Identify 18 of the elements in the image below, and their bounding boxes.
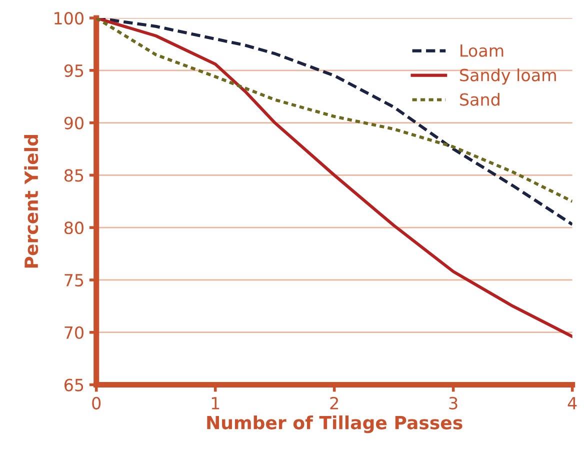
- x-axis-title: Number of Tillage Passes: [207, 415, 462, 434]
- legend-label: Sand: [460, 92, 500, 106]
- y-tick-label: 85: [64, 169, 84, 182]
- y-tick-label: 70: [64, 326, 84, 339]
- x-tick-label: 3: [449, 396, 458, 410]
- y-axis-title: Percent Yield: [24, 135, 38, 268]
- x-tick-label: 2: [330, 396, 338, 410]
- x-tick-label: 1: [212, 397, 220, 410]
- y-tick-label: 75: [64, 274, 84, 287]
- legend-label: Sandy loam: [460, 68, 556, 85]
- y-tick-label: 65: [64, 378, 84, 392]
- x-tick-label: 0: [92, 396, 101, 410]
- x-tick-label: 4: [568, 397, 577, 410]
- y-tick-label: 95: [64, 64, 84, 77]
- y-tick-label: 80: [64, 222, 84, 234]
- y-tick-label: 90: [64, 116, 84, 130]
- legend-label: Loam: [460, 44, 504, 57]
- y-tick-label: 100: [54, 12, 84, 25]
